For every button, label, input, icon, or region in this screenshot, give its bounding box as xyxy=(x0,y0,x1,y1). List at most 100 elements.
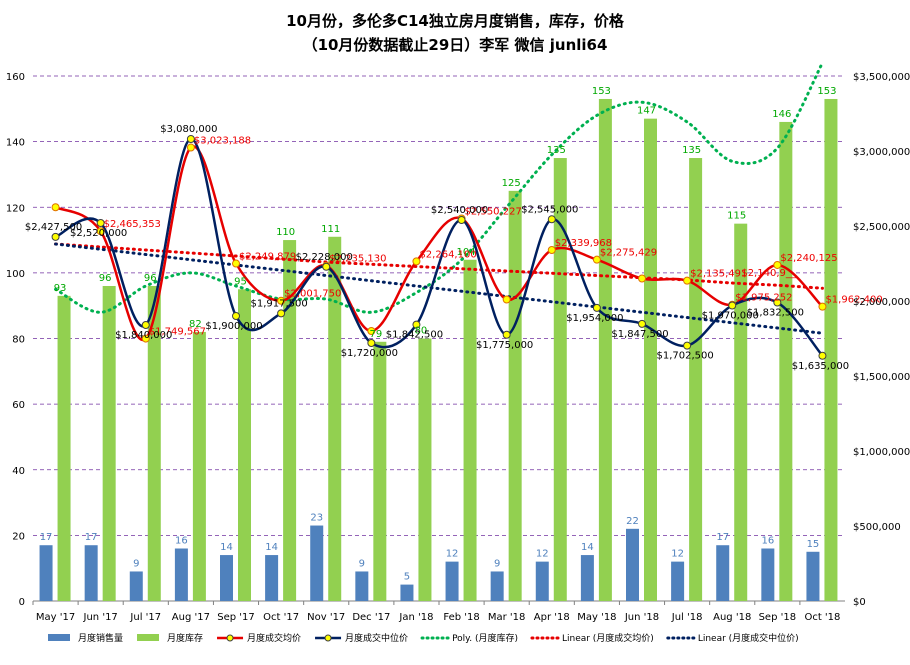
x-tick-label: Sep '18 xyxy=(759,612,797,623)
bar-inventory xyxy=(147,286,161,601)
bar-sales xyxy=(129,571,143,601)
data-label-sales: 17 xyxy=(716,532,729,543)
marker-avg-price xyxy=(96,227,105,236)
bar-sales xyxy=(355,571,369,601)
legend-swatch xyxy=(48,634,70,641)
data-label-inventory: 95 xyxy=(234,276,247,287)
y-left-tick-label: 0 xyxy=(19,597,25,608)
data-label-median-price: $1,900,000 xyxy=(205,321,262,332)
data-label-median-price: $1,775,000 xyxy=(476,340,533,351)
data-label-avg-price: $2,264,100 xyxy=(419,249,476,260)
lines-layer xyxy=(51,135,827,360)
y-left-tick-label: 20 xyxy=(12,531,25,542)
data-label-median-price: $3,080,000 xyxy=(160,124,217,135)
chart-subtitle: （10月份数据截止29日）李军 微信 junli64 xyxy=(303,36,608,54)
data-label-avg-price: $2,339,968 xyxy=(555,238,612,249)
x-tick-label: Oct '18 xyxy=(804,612,840,623)
chart-title: 10月份，多伦多C14独立房月度销售，库存，价格 xyxy=(286,12,625,30)
data-label-inventory: 79 xyxy=(369,329,382,340)
data-label-sales: 15 xyxy=(807,539,820,550)
data-label-avg-price: $2,275,429 xyxy=(600,248,657,259)
bar-sales xyxy=(580,555,594,601)
data-label-sales: 23 xyxy=(310,513,323,524)
grid-layer xyxy=(33,75,845,602)
marker-avg-price xyxy=(367,327,376,335)
data-label-sales: 9 xyxy=(359,558,365,569)
bar-inventory xyxy=(553,158,567,601)
data-label-median-price: $2,427,500 xyxy=(25,222,82,233)
legend-marker xyxy=(324,634,332,642)
bar-sales xyxy=(626,528,639,601)
data-label-inventory: 110 xyxy=(276,227,295,238)
legend-label: 月度库存 xyxy=(167,632,203,644)
marker-median-price xyxy=(547,215,556,224)
y-right-tick-label: $1,000,000 xyxy=(853,447,910,458)
x-tick-label: May '18 xyxy=(577,612,616,623)
marker-avg-price xyxy=(186,143,195,152)
x-tick-label: May '17 xyxy=(36,612,75,623)
data-label-avg-price: $2,001,750 xyxy=(284,289,341,300)
data-label-median-price: $1,832,500 xyxy=(747,308,804,319)
marker-avg-price xyxy=(818,302,827,311)
x-tick-label: Feb '18 xyxy=(443,612,479,623)
data-label-inventory: 104 xyxy=(457,247,476,258)
marker-avg-price xyxy=(592,255,601,264)
marker-median-price xyxy=(367,339,376,347)
marker-avg-price xyxy=(502,295,511,304)
bar-inventory xyxy=(463,259,477,601)
y-right-tick-label: $0 xyxy=(853,597,866,608)
data-label-avg-price: $2,550,227 xyxy=(465,206,522,217)
marker-median-price xyxy=(592,303,601,312)
marker-avg-price xyxy=(547,246,556,255)
bar-inventory xyxy=(644,118,657,601)
y-right-tick-label: $3,000,000 xyxy=(853,147,910,158)
legend-label: Linear (月度成交中位价) xyxy=(698,632,799,644)
bar-sales xyxy=(806,551,820,601)
marker-median-price xyxy=(51,232,60,241)
data-label-sales: 12 xyxy=(671,549,684,560)
marker-avg-price xyxy=(773,260,782,269)
legend-label: 月度成交中位价 xyxy=(345,632,408,644)
bar-sales xyxy=(39,545,53,601)
marker-median-price xyxy=(186,135,195,143)
data-label-sales: 12 xyxy=(446,549,459,560)
data-label-avg-price: $2,249,879 xyxy=(239,252,296,263)
bar-inventory xyxy=(779,121,793,601)
trend-poly-inventory xyxy=(54,61,824,314)
x-tick-label: Oct '17 xyxy=(263,612,299,623)
marker-median-price xyxy=(277,309,286,318)
data-label-inventory: 96 xyxy=(99,273,112,284)
legend-label: 月度成交均价 xyxy=(247,632,301,644)
data-label-median-price: $1,970,000 xyxy=(702,311,759,322)
x-tick-label: Jan '18 xyxy=(398,612,433,623)
bar-inventory xyxy=(373,341,387,601)
marker-median-price xyxy=(412,320,421,329)
y-left-tick-label: 60 xyxy=(12,400,25,411)
bars-layer xyxy=(39,98,838,601)
bar-inventory xyxy=(238,289,251,601)
y-left-tick-label: 160 xyxy=(6,72,25,83)
x-tick-label: Jun '17 xyxy=(83,612,118,623)
data-label-sales: 14 xyxy=(265,542,278,553)
y-right-tick-label: $500,000 xyxy=(853,522,901,533)
x-tick-label: Nov '17 xyxy=(307,612,345,623)
data-label-median-price: $2,540,000 xyxy=(431,205,488,216)
marker-avg-price xyxy=(141,334,150,343)
y-right-tick-label: $2,000,000 xyxy=(853,297,910,308)
data-label-sales: 9 xyxy=(133,558,139,569)
data-label-inventory: 153 xyxy=(592,86,611,97)
data-label-avg-price: $2,140,9__ xyxy=(741,268,797,279)
y-right-tick-label: $1,500,000 xyxy=(853,372,910,383)
bar-inventory xyxy=(689,158,703,601)
bar-inventory xyxy=(508,190,522,601)
marker-median-price xyxy=(322,262,331,271)
data-label-median-price: $1,635,000 xyxy=(792,361,849,372)
marker-median-price xyxy=(638,319,646,328)
bar-sales xyxy=(490,571,504,601)
legend-swatch xyxy=(137,634,160,641)
y-right-tick-label: $2,500,000 xyxy=(853,222,910,233)
data-label-median-price: $1,847,500 xyxy=(611,329,668,340)
